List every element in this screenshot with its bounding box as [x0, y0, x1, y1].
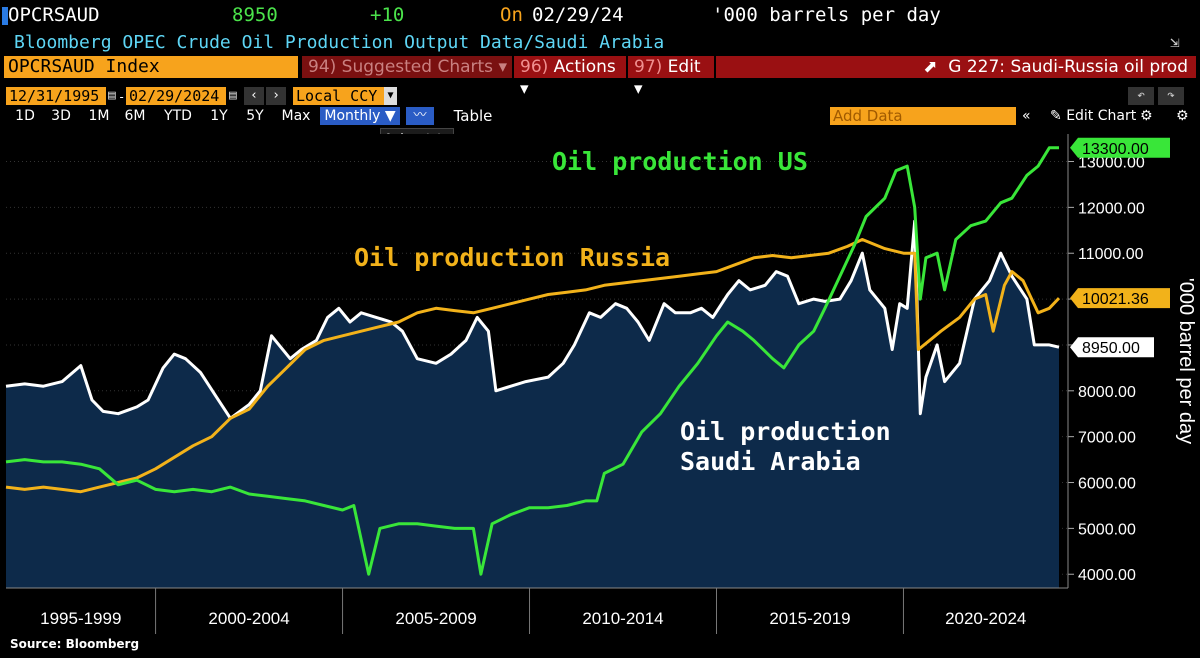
period-1d[interactable]: 1D [15, 108, 35, 124]
actions-number: 96) [520, 57, 549, 77]
chart-canvas: 4000.005000.006000.007000.008000.009000.… [5, 134, 1197, 634]
x-group-label: 2005-2009 [395, 609, 476, 628]
start-date-field[interactable]: 12/31/1995 [6, 87, 106, 105]
chevron-down-icon: ▾ [634, 79, 643, 99]
period-1y[interactable]: 1Y [210, 108, 228, 124]
y-tick-label: 7000.00 [1078, 430, 1136, 447]
source-note: Source: Bloomberg [10, 637, 140, 651]
x-group-label: 2010-2014 [582, 609, 663, 628]
edit-label: Edit [667, 57, 701, 77]
redo-icon[interactable]: ↷ [1158, 87, 1184, 105]
period-1m[interactable]: 1M [88, 108, 110, 124]
edit-menu[interactable]: 97) Edit ▾ [628, 56, 714, 99]
series-line-saudi [5, 219, 1060, 420]
period-5y[interactable]: 5Y [246, 108, 264, 124]
collapse-icon[interactable]: « [1022, 108, 1031, 124]
y-tick-label: 8000.00 [1078, 384, 1136, 401]
x-group-label: 2000-2004 [208, 609, 289, 628]
y-axis: 4000.005000.006000.007000.008000.009000.… [1067, 134, 1197, 588]
last-value-tag-saudi [1070, 337, 1154, 358]
y-tick-label: 11000.00 [1078, 246, 1144, 263]
period-3d[interactable]: 3D [51, 108, 71, 124]
undo-icon[interactable]: ↶ [1128, 87, 1154, 105]
settings-small-icon[interactable]: ⚙ [1140, 108, 1153, 124]
ticker-marker [2, 7, 8, 25]
annotation-0: Oil production US [552, 147, 808, 176]
prev-period-button[interactable]: ‹ [244, 87, 264, 105]
series-line-russia [5, 238, 1061, 494]
chevron-down-icon: ▾ [498, 57, 507, 77]
next-period-button[interactable]: › [266, 87, 286, 105]
suggested-charts-label: Suggested Charts [341, 57, 494, 77]
graph-title: G 227: Saudi-Russia oil prod [948, 57, 1188, 77]
line-chart-icon[interactable]: 〰 [406, 107, 434, 125]
last-price: 8950 [232, 4, 278, 26]
period-max[interactable]: Max [281, 108, 311, 124]
ticker-symbol: OPCRSAUD [8, 4, 100, 26]
on-label: On [500, 4, 523, 26]
y-tick-label: 13000.00 [1078, 155, 1145, 172]
last-value-label-us: 13300.00 [1082, 141, 1149, 158]
last-value-tag-us [1070, 137, 1170, 158]
security-description: Bloomberg OPEC Crude Oil Production Outp… [14, 32, 665, 53]
x-group-label: 2015-2019 [769, 609, 850, 628]
y-tick-label: 6000.00 [1078, 476, 1136, 493]
actions-label: Actions [553, 57, 616, 77]
period-6m[interactable]: 6M [124, 108, 146, 124]
y-axis-title: '000 barrel per day [1175, 278, 1197, 444]
edit-chart-button[interactable]: ✎ Edit Chart [1050, 107, 1136, 125]
y-tick-label: 12000.00 [1078, 200, 1145, 217]
last-value-tag-russia [1070, 288, 1170, 309]
end-date-field[interactable]: 02/29/2024 [126, 87, 226, 105]
last-value-label-russia: 10021.36 [1082, 291, 1149, 308]
y-tick-label: 5000.00 [1078, 521, 1136, 538]
chart-marks [5, 146, 1061, 588]
y-tick-label: 4000.00 [1078, 567, 1136, 584]
suggested-charts-menu[interactable]: 94) Suggested Charts ▾ [302, 56, 512, 78]
calendar-icon[interactable]: ▤ [108, 88, 116, 103]
chevron-down-icon[interactable]: ▼ [384, 87, 397, 105]
add-data-input[interactable]: Add Data [830, 107, 1016, 125]
table-button[interactable]: Table [453, 107, 493, 125]
units-label: '000 barrels per day [712, 4, 941, 26]
x-group-label: 1995-1999 [40, 609, 121, 628]
index-field[interactable]: OPCRSAUD Index [4, 56, 298, 78]
price-date: 02/29/24 [532, 4, 624, 26]
actions-menu[interactable]: 96) Actions ▾ [514, 56, 626, 99]
edit-chart-label: Edit Chart [1066, 108, 1137, 124]
chart-labels: 13300.00 10021.36 8950.00 Oil production US… [354, 137, 1170, 476]
graph-title-bar[interactable]: ⬈ G 227: Saudi-Russia oil prod [716, 56, 1196, 78]
external-link-icon[interactable]: ⬈ [923, 57, 938, 77]
gear-icon[interactable]: ⚙ [1176, 108, 1189, 124]
annotation-2: Oil production Saudi Arabia [680, 417, 891, 476]
last-value-label-saudi: 8950.00 [1082, 340, 1140, 357]
resize-icon[interactable]: ⇲ [1170, 32, 1180, 51]
annotation-1: Oil production Russia [354, 243, 670, 272]
edit-number: 97) [634, 57, 663, 77]
currency-select[interactable]: Local CCY [293, 87, 397, 105]
frequency-select[interactable]: Monthly ▼ [320, 107, 400, 125]
chevron-down-icon: ▾ [520, 79, 529, 99]
series-line-us [5, 146, 1059, 576]
x-axis: 1995-1999 2000-2004 2005-2009 2010-2014 2015… [6, 587, 1068, 634]
price-change: +10 [370, 4, 405, 26]
calendar-icon[interactable]: ▤ [229, 88, 237, 103]
suggested-charts-number: 94) [308, 57, 337, 77]
x-group-label: 2020-2024 [945, 609, 1026, 628]
pencil-icon: ✎ [1050, 108, 1062, 124]
date-separator: - [118, 90, 126, 104]
period-ytd[interactable]: YTD [164, 108, 192, 124]
